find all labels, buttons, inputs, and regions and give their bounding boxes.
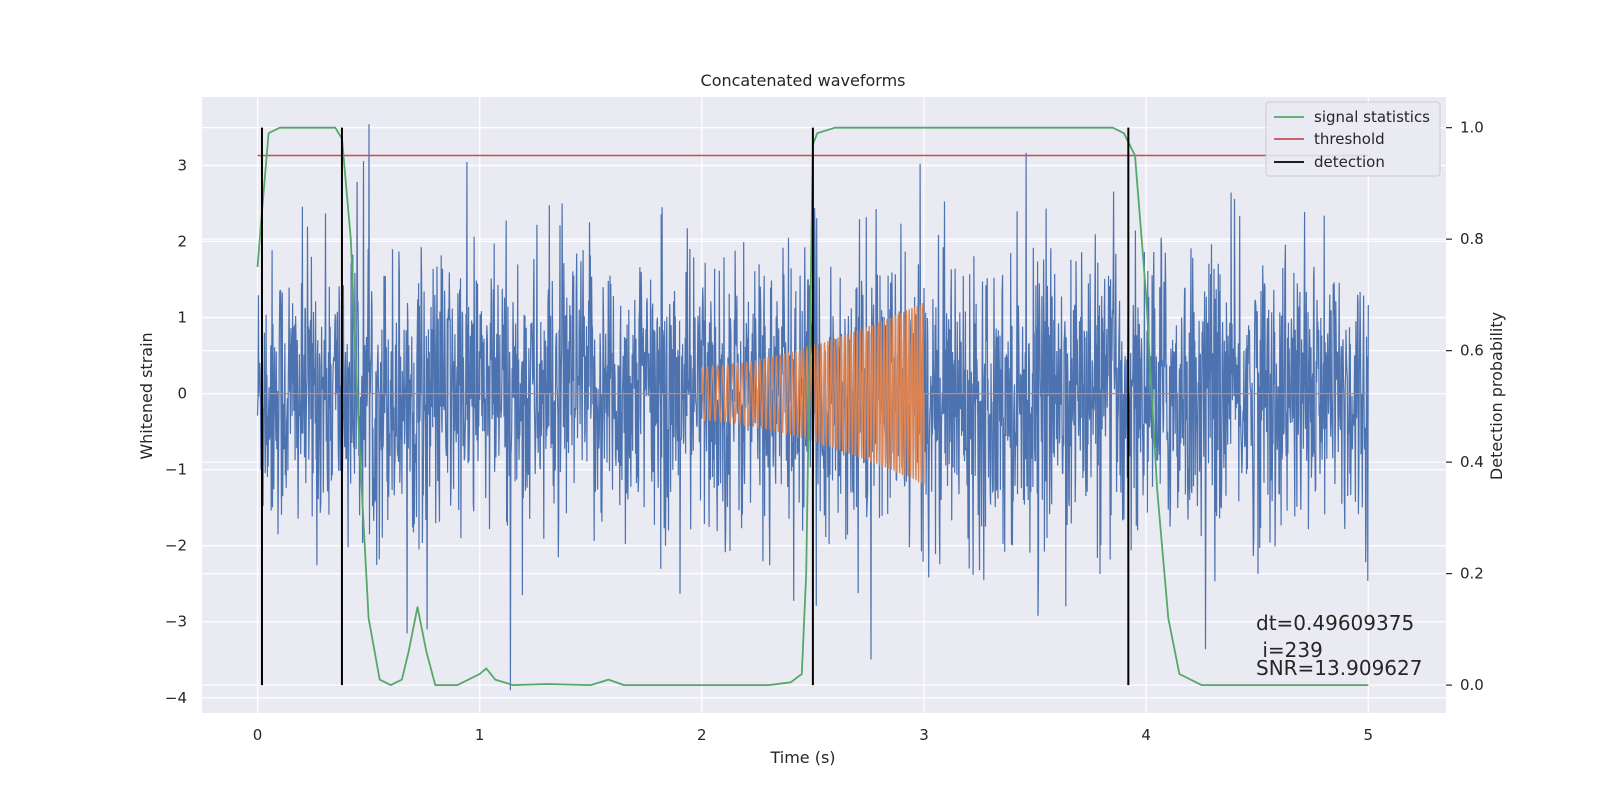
y-tick-label: −2 bbox=[165, 537, 187, 555]
annotation-dt: dt=0.49609375 bbox=[1256, 611, 1414, 635]
y-tick-label: −4 bbox=[165, 689, 187, 707]
x-tick-label: 2 bbox=[697, 726, 707, 744]
y-axis-label-right: Detection probability bbox=[1487, 312, 1506, 480]
legend: signal statistics threshold detection bbox=[1265, 101, 1441, 177]
y-tick-label: 2 bbox=[177, 232, 187, 250]
y-tick-label: 3 bbox=[177, 156, 187, 174]
y-tick-label: 0 bbox=[177, 385, 187, 403]
legend-box bbox=[1265, 101, 1441, 177]
chart-title: Concatenated waveforms bbox=[701, 71, 906, 90]
y-tick-label-right: 0.4 bbox=[1460, 453, 1484, 471]
plot-content bbox=[256, 124, 1369, 691]
y-tick-label-right: 0.8 bbox=[1460, 230, 1484, 248]
annotation-index: i=239 bbox=[1256, 638, 1323, 662]
x-tick-label: 5 bbox=[1363, 726, 1373, 744]
y-tick-label-right: 0.2 bbox=[1460, 565, 1484, 583]
legend-label-detection: detection bbox=[1314, 153, 1385, 171]
legend-label-threshold: threshold bbox=[1314, 130, 1385, 148]
x-tick-label: 4 bbox=[1141, 726, 1151, 744]
y-tick-label: −3 bbox=[165, 613, 187, 631]
annotation-snr: SNR=13.909627 bbox=[1256, 656, 1422, 680]
y-tick-label-right: 1.0 bbox=[1460, 119, 1484, 137]
y-tick-label-right: 0.0 bbox=[1460, 676, 1484, 694]
y-axis-label: Whitened strain bbox=[137, 332, 156, 459]
x-tick-label: 1 bbox=[475, 726, 485, 744]
ticks: 0 1 2 3 4 5 −4 −3 −2 −1 0 1 2 3 0.0 0.2 0.4 0.6 0.8 1.0 bbox=[165, 119, 1484, 744]
x-axis-label: Time (s) bbox=[769, 748, 835, 767]
x-tick-label: 0 bbox=[253, 726, 263, 744]
legend-label-signal-statistics: signal statistics bbox=[1314, 108, 1430, 126]
detections bbox=[260, 127, 1130, 686]
y-tick-label: −1 bbox=[165, 461, 187, 479]
y-tick-label: 1 bbox=[177, 309, 187, 327]
y-tick-label-right: 0.6 bbox=[1460, 342, 1484, 360]
x-tick-label: 3 bbox=[919, 726, 929, 744]
